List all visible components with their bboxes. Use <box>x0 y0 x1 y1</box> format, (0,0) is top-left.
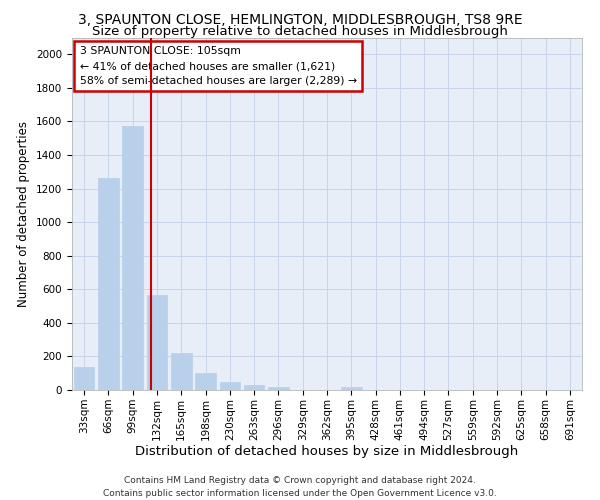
Bar <box>146 295 167 390</box>
Text: 3, SPAUNTON CLOSE, HEMLINGTON, MIDDLESBROUGH, TS8 9RE: 3, SPAUNTON CLOSE, HEMLINGTON, MIDDLESBR… <box>77 12 523 26</box>
Bar <box>195 373 216 390</box>
Text: 3 SPAUNTON CLOSE: 105sqm
← 41% of detached houses are smaller (1,621)
58% of sem: 3 SPAUNTON CLOSE: 105sqm ← 41% of detach… <box>80 46 357 86</box>
Bar <box>122 126 143 390</box>
Bar <box>244 385 265 390</box>
Text: Contains HM Land Registry data © Crown copyright and database right 2024.
Contai: Contains HM Land Registry data © Crown c… <box>103 476 497 498</box>
Y-axis label: Number of detached properties: Number of detached properties <box>17 120 31 306</box>
Bar <box>171 353 191 390</box>
Bar <box>98 178 119 390</box>
X-axis label: Distribution of detached houses by size in Middlesbrough: Distribution of detached houses by size … <box>136 446 518 458</box>
Bar <box>268 386 289 390</box>
Bar <box>341 386 362 390</box>
Bar <box>220 382 240 390</box>
Text: Size of property relative to detached houses in Middlesbrough: Size of property relative to detached ho… <box>92 25 508 38</box>
Bar <box>74 366 94 390</box>
